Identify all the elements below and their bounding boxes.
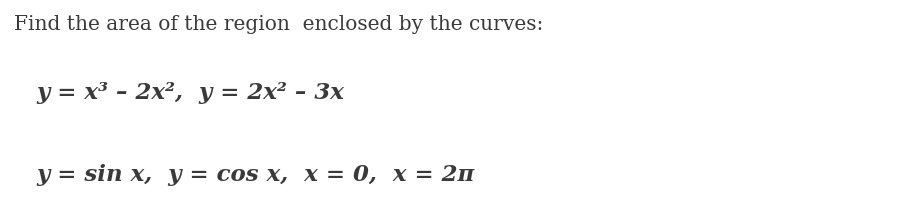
Text: Find the area of the region  enclosed by the curves:: Find the area of the region enclosed by … [14, 15, 543, 34]
Text: y = x³ – 2x²,  y = 2x² – 3x: y = x³ – 2x², y = 2x² – 3x [36, 82, 344, 104]
Text: y = sin x,  y = cos x,  x = 0,  x = 2π: y = sin x, y = cos x, x = 0, x = 2π [36, 164, 475, 186]
